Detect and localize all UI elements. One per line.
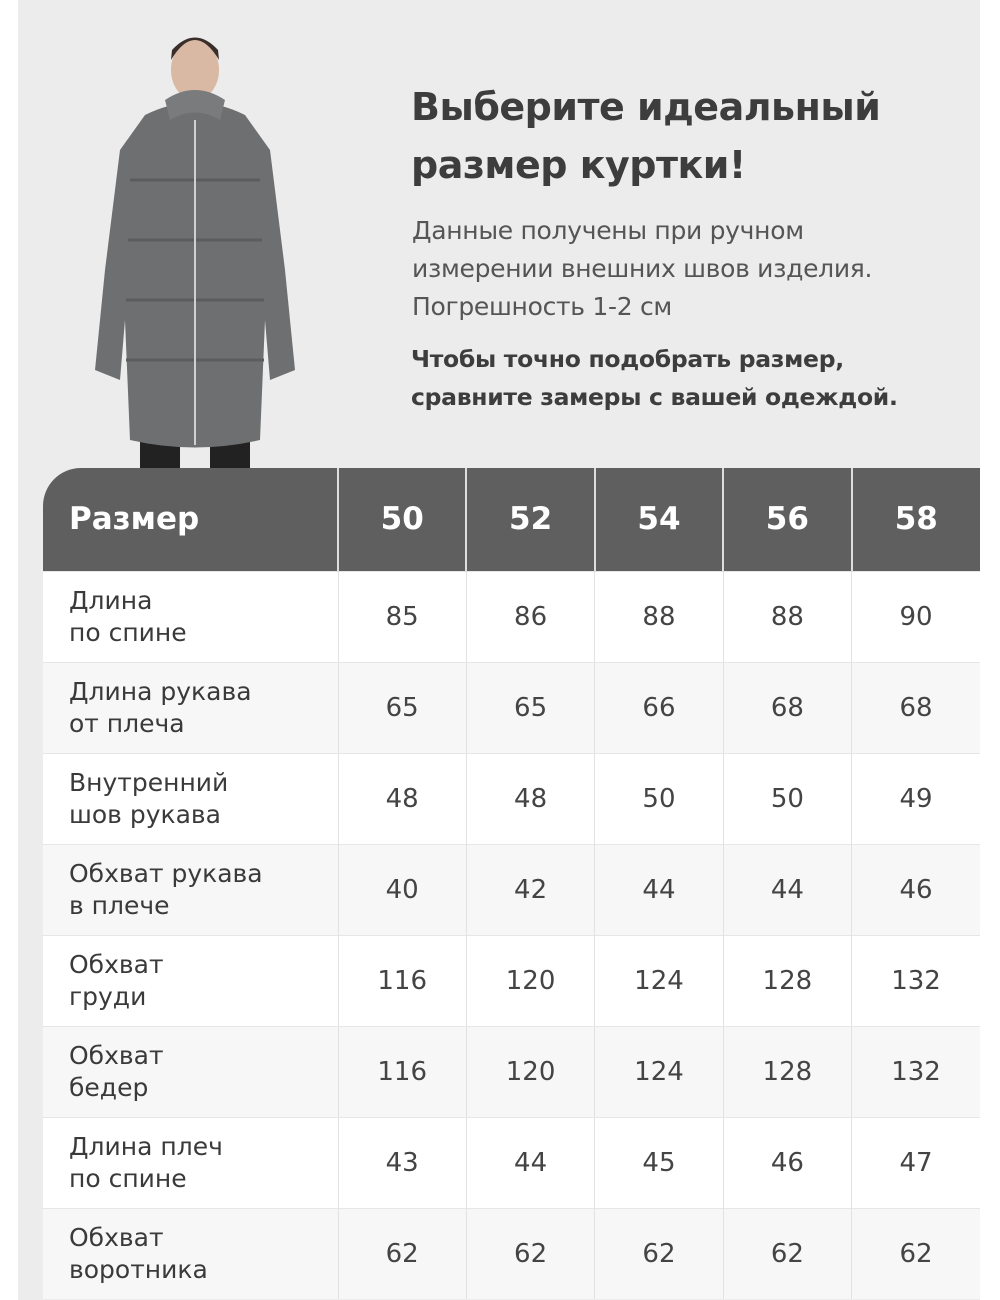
measurement-value: 62 [465, 1207, 595, 1299]
measurement-value: 128 [722, 934, 852, 1026]
measurement-label: Длина по спине [43, 570, 338, 662]
measurement-value: 62 [851, 1207, 980, 1299]
title-line: размер куртки! [411, 143, 746, 187]
measurement-value: 50 [594, 752, 724, 844]
measurement-label: Обхват груди [43, 934, 338, 1026]
description-line: измерении внешних швов изделия. [412, 254, 873, 283]
measurement-value: 49 [851, 752, 980, 844]
table-row: Длина рукава от плеча 65 65 66 68 68 [43, 661, 980, 753]
measurement-label: Внутренний шов рукава [43, 752, 338, 844]
measurement-value: 116 [337, 1025, 467, 1117]
measurement-value: 124 [594, 934, 724, 1026]
measurement-value: 86 [465, 570, 595, 662]
measurement-value: 68 [851, 661, 980, 753]
table-row: Обхват рукава в плече 40 42 44 44 46 [43, 843, 980, 935]
page-title: Выберите идеальный размер куртки! [411, 78, 881, 194]
size-header-cell: 50 [336, 468, 467, 571]
table-row: Длина плеч по спине 43 44 45 46 47 [43, 1116, 980, 1208]
measurement-value: 44 [594, 843, 724, 935]
table-row: Длина по спине 85 86 88 88 90 [43, 570, 980, 662]
measurement-description: Данные получены при ручном измерении вне… [412, 212, 873, 326]
measurement-value: 47 [851, 1116, 980, 1208]
measurement-value: 66 [594, 661, 724, 753]
advice-line: Чтобы точно подобрать размер, [411, 345, 844, 373]
size-chart-table: Размер 50 52 54 56 58 Длина по спине 85 86 88 88 9… [43, 468, 980, 1299]
measurement-value: 132 [851, 934, 980, 1026]
measurement-value: 65 [337, 661, 467, 753]
measurement-value: 65 [465, 661, 595, 753]
measurement-value: 120 [465, 1025, 595, 1117]
measurement-value: 62 [594, 1207, 724, 1299]
size-header-cell: 52 [465, 468, 595, 571]
table-header-row: Размер 50 52 54 56 58 [43, 468, 980, 571]
measurement-value: 46 [722, 1116, 852, 1208]
measurement-value: 48 [337, 752, 467, 844]
advice-line: сравните замеры с вашей одеждой. [411, 383, 898, 411]
fit-advice: Чтобы точно подобрать размер, сравните з… [411, 340, 898, 416]
size-header-cell: 54 [593, 468, 724, 571]
measurement-value: 88 [722, 570, 852, 662]
measurement-value: 42 [465, 843, 595, 935]
measurement-value: 116 [337, 934, 467, 1026]
measurement-label: Обхват бедер [43, 1025, 338, 1117]
measurement-label: Длина рукава от плеча [43, 661, 338, 753]
measurement-value: 48 [465, 752, 595, 844]
measurement-value: 68 [722, 661, 852, 753]
size-header-cell: 58 [850, 468, 980, 571]
measurement-value: 43 [337, 1116, 467, 1208]
title-line: Выберите идеальный [411, 85, 881, 129]
size-label-header: Размер [43, 468, 338, 571]
measurement-value: 124 [594, 1025, 724, 1117]
measurement-value: 45 [594, 1116, 724, 1208]
table-row: Обхват бедер 116 120 124 128 132 [43, 1025, 980, 1117]
measurement-value: 120 [465, 934, 595, 1026]
measurement-value: 46 [851, 843, 980, 935]
measurement-value: 44 [465, 1116, 595, 1208]
measurement-value: 44 [722, 843, 852, 935]
measurement-label: Обхват воротника [43, 1207, 338, 1299]
measurement-value: 85 [337, 570, 467, 662]
description-line: Погрешность 1-2 см [412, 292, 672, 321]
measurement-value: 90 [851, 570, 980, 662]
size-header-cell: 56 [722, 468, 852, 571]
measurement-label: Длина плеч по спине [43, 1116, 338, 1208]
measurement-label: Обхват рукава в плече [43, 843, 338, 935]
table-row: Обхват груди 116 120 124 128 132 [43, 934, 980, 1026]
description-line: Данные получены при ручном [412, 216, 804, 245]
table-row: Внутренний шов рукава 48 48 50 50 49 [43, 752, 980, 844]
measurement-value: 40 [337, 843, 467, 935]
table-row: Обхват воротника 62 62 62 62 62 [43, 1207, 980, 1299]
measurement-value: 62 [722, 1207, 852, 1299]
measurement-value: 132 [851, 1025, 980, 1117]
measurement-value: 128 [722, 1025, 852, 1117]
measurement-value: 50 [722, 752, 852, 844]
measurement-value: 62 [337, 1207, 467, 1299]
model-jacket-photo [95, 37, 295, 470]
measurement-value: 88 [594, 570, 724, 662]
